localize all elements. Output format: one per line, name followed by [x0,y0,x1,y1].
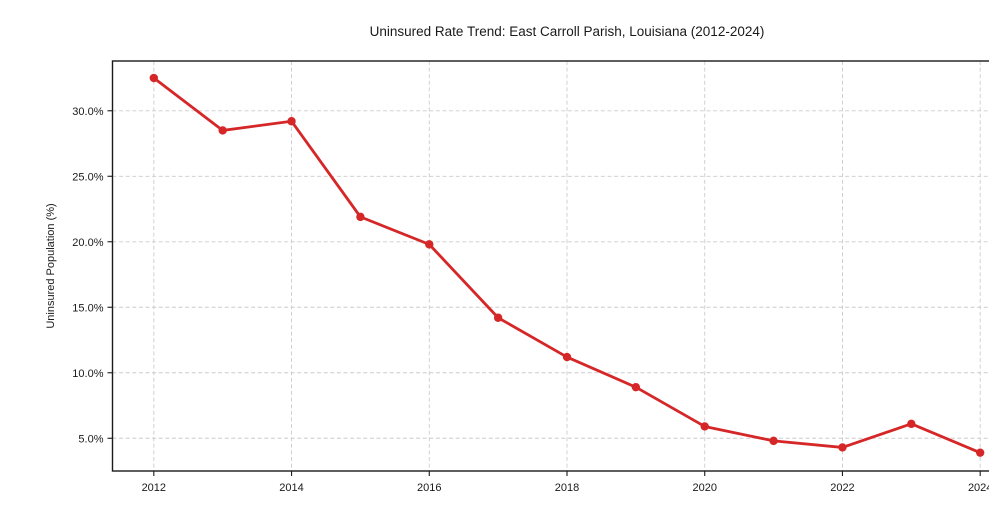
data-point [563,353,571,361]
data-point [425,240,433,248]
x-tick-label: 2020 [692,482,716,494]
y-tick-label: 30.0% [72,106,103,118]
x-tick-label: 2024 [968,482,989,494]
y-tick-label: 5.0% [78,433,103,445]
data-point [907,420,915,428]
chart-title: Uninsured Rate Trend: East Carroll Paris… [370,24,765,39]
data-point [150,74,158,82]
data-point [632,383,640,391]
y-tick-label: 25.0% [72,171,103,183]
data-point [701,422,709,430]
uninsured-rate-trend-chart: 2012 2014 2016 2018 2020 2022 2024 5.0% 10.0% 15.… [40,16,989,506]
axes: 2012 2014 2016 2018 2020 2022 2024 5.0% 10.0% 15.… [72,61,989,494]
plot-border [113,61,989,471]
y-tick-label: 15.0% [72,302,103,314]
data-point [494,314,502,322]
x-tick-label: 2012 [142,482,166,494]
data-point [356,213,364,221]
x-tick-label: 2018 [555,482,579,494]
x-tick-label: 2014 [279,482,303,494]
data-point [838,443,846,451]
data-point [218,126,226,134]
y-tick-label: 20.0% [72,237,103,249]
line-chart-canvas: 2012 2014 2016 2018 2020 2022 2024 5.0% 10.0% 15.… [40,16,989,506]
data-point [769,437,777,445]
gridlines [113,61,989,471]
data-point [287,117,295,125]
x-tick-label: 2022 [830,482,854,494]
y-tick-label: 10.0% [72,368,103,380]
data-point [976,448,984,456]
y-axis-label: Uninsured Population (%) [45,203,57,328]
x-tick-label: 2016 [417,482,441,494]
